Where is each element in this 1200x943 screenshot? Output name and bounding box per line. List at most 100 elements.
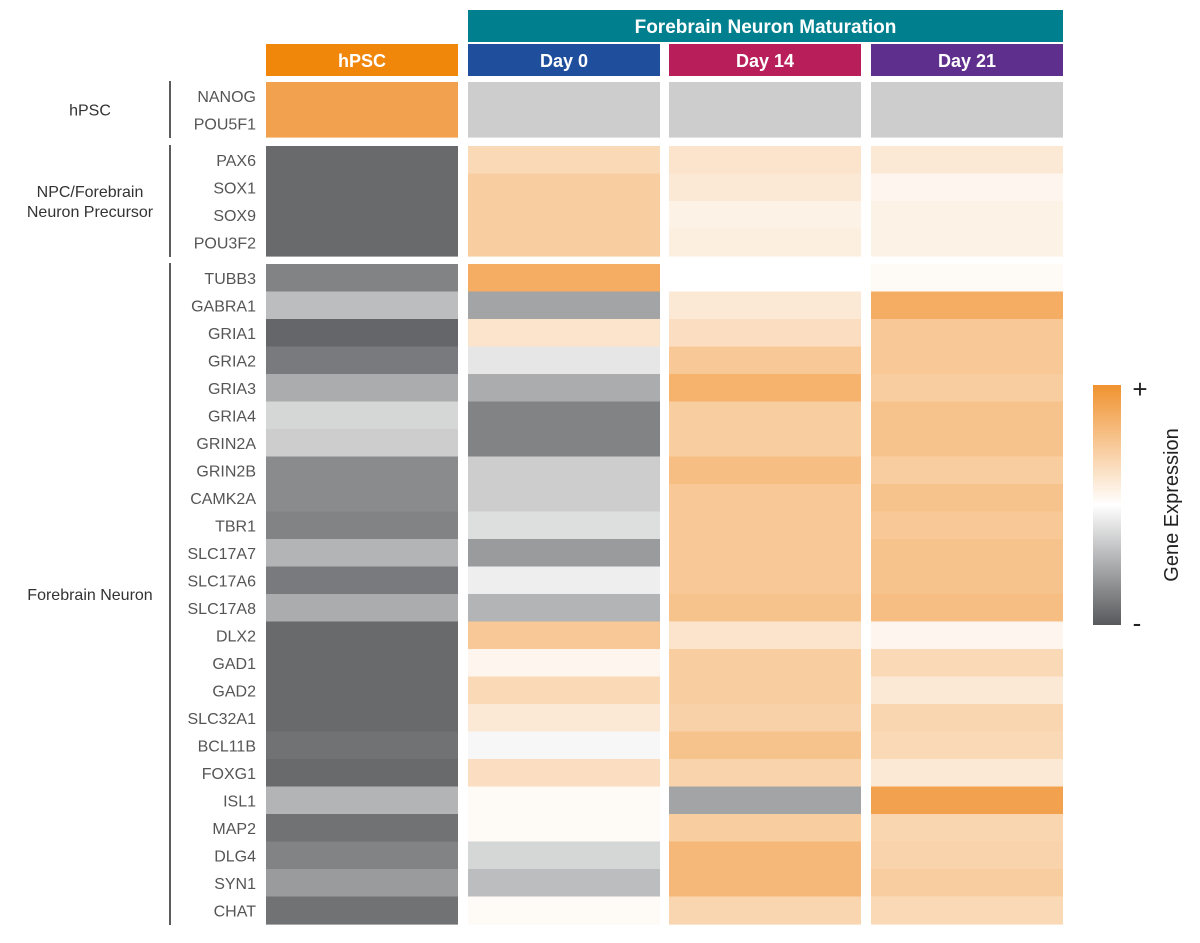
column-header-label: Day 21 bbox=[938, 51, 996, 71]
gene-label: GAD1 bbox=[212, 656, 256, 673]
gene-label: DLX2 bbox=[216, 628, 256, 645]
heatmap-cell bbox=[266, 401, 458, 430]
gene-label: SLC17A7 bbox=[188, 546, 257, 563]
heatmap-cell bbox=[468, 896, 660, 925]
gene-label: GAD2 bbox=[212, 683, 256, 700]
gene-label: GRIN2A bbox=[196, 436, 256, 453]
heatmap-cell bbox=[468, 456, 660, 485]
gene-label: TUBB3 bbox=[204, 271, 256, 288]
heatmap-cell bbox=[468, 621, 660, 650]
heatmap-cell bbox=[468, 173, 660, 202]
heatmap-cell bbox=[669, 82, 861, 111]
heatmap-cell bbox=[871, 374, 1063, 403]
gene-label: PAX6 bbox=[216, 153, 256, 170]
heatmap-cell bbox=[468, 594, 660, 623]
heatmap-cell bbox=[468, 759, 660, 788]
heatmap-cell bbox=[468, 731, 660, 760]
heatmap-cell bbox=[871, 676, 1063, 705]
column-header-label: Day 14 bbox=[736, 51, 794, 71]
gene-label: SLC17A8 bbox=[188, 601, 257, 618]
gene-label: SLC17A6 bbox=[188, 573, 257, 590]
heatmap-cell bbox=[266, 228, 458, 257]
heatmap-cell bbox=[871, 429, 1063, 458]
heatmap-cell bbox=[468, 319, 660, 348]
heatmap-cell bbox=[669, 759, 861, 788]
heatmap-cell bbox=[468, 786, 660, 815]
heatmap-cell bbox=[266, 539, 458, 568]
heatmap-cell bbox=[468, 484, 660, 513]
group-label: NPC/Forebrain bbox=[37, 184, 144, 201]
heatmap-cell bbox=[871, 704, 1063, 733]
heatmap-cell bbox=[468, 814, 660, 843]
gene-label: POU5F1 bbox=[194, 116, 256, 133]
heatmap-cell bbox=[468, 146, 660, 175]
heatmap-cell bbox=[468, 228, 660, 257]
heatmap-cell bbox=[266, 814, 458, 843]
gene-label: BCL11B bbox=[198, 738, 256, 755]
heatmap-cell bbox=[669, 484, 861, 513]
heatmap-cell bbox=[266, 264, 458, 293]
heatmap-cell bbox=[266, 649, 458, 678]
heatmap-cell bbox=[669, 676, 861, 705]
heatmap-cell bbox=[468, 82, 660, 111]
heatmap-cell bbox=[669, 429, 861, 458]
heatmap-cell bbox=[266, 566, 458, 595]
heatmap-cell bbox=[669, 786, 861, 815]
heatmap-cell bbox=[871, 484, 1063, 513]
heatmap-cell bbox=[669, 841, 861, 870]
heatmap-cell bbox=[468, 704, 660, 733]
heatmap-cell bbox=[669, 346, 861, 375]
heatmap-cell bbox=[468, 676, 660, 705]
heatmap-cell bbox=[871, 896, 1063, 925]
legend-color-bar bbox=[1093, 385, 1121, 625]
heatmap-cell bbox=[669, 869, 861, 898]
heatmap-cell bbox=[266, 731, 458, 760]
heatmap-cell bbox=[871, 146, 1063, 175]
heatmap-cell bbox=[266, 456, 458, 485]
heatmap-cell bbox=[468, 649, 660, 678]
gene-label: ISL1 bbox=[223, 793, 256, 810]
heatmap-cell bbox=[266, 429, 458, 458]
heatmap-cell bbox=[871, 511, 1063, 540]
heatmap-cell bbox=[871, 786, 1063, 815]
heatmap-cell bbox=[266, 374, 458, 403]
gene-label: GRIA2 bbox=[208, 353, 256, 370]
heatmap-cell bbox=[266, 869, 458, 898]
heatmap-cell bbox=[669, 731, 861, 760]
heatmap-cell bbox=[468, 201, 660, 230]
gene-label: SLC32A1 bbox=[188, 711, 257, 728]
heatmap-cell bbox=[871, 539, 1063, 568]
heatmap-cell bbox=[871, 82, 1063, 111]
heatmap-cell bbox=[468, 511, 660, 540]
gene-label: GRIA3 bbox=[208, 381, 256, 398]
heatmap-cell bbox=[871, 109, 1063, 138]
heatmap-cell bbox=[669, 814, 861, 843]
legend-low-label: - bbox=[1133, 608, 1142, 638]
heatmap-cell bbox=[669, 566, 861, 595]
column-header-label: Day 0 bbox=[540, 51, 588, 71]
column-header-day-0 bbox=[468, 44, 660, 76]
heatmap-cell bbox=[266, 621, 458, 650]
heatmap-cell bbox=[871, 814, 1063, 843]
heatmap-cell bbox=[266, 484, 458, 513]
heatmap-cell bbox=[871, 759, 1063, 788]
gene-label: GRIA4 bbox=[208, 408, 256, 425]
heatmap-cell bbox=[669, 291, 861, 320]
heatmap-cell bbox=[266, 291, 458, 320]
heatmap-cell bbox=[871, 456, 1063, 485]
legend-title: Gene Expression bbox=[1161, 428, 1183, 581]
heatmap-cell bbox=[468, 264, 660, 293]
heatmap-cell bbox=[669, 649, 861, 678]
group-label: Neuron Precursor bbox=[27, 204, 154, 221]
heatmap-cell bbox=[871, 201, 1063, 230]
heatmap-cell bbox=[468, 374, 660, 403]
heatmap-cell bbox=[468, 346, 660, 375]
heatmap-cell bbox=[266, 109, 458, 138]
gene-label: SYN1 bbox=[214, 876, 256, 893]
heatmap-cell bbox=[266, 594, 458, 623]
heatmap-cell bbox=[266, 786, 458, 815]
heatmap-cell bbox=[669, 539, 861, 568]
heatmap-cell bbox=[266, 676, 458, 705]
heatmap-cell bbox=[669, 621, 861, 650]
heatmap-cell bbox=[669, 319, 861, 348]
